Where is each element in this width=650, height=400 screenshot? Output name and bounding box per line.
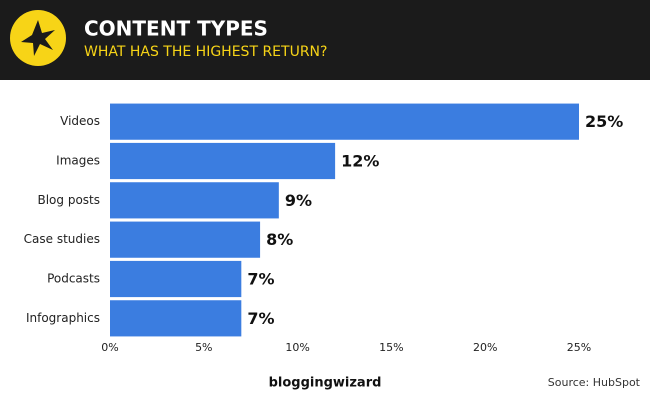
x-tick-label: 15%	[379, 341, 403, 354]
chart-title: CONTENT TYPES	[84, 17, 268, 41]
bar	[110, 142, 336, 180]
chart-subtitle: WHAT HAS THE HIGHEST RETURN?	[84, 44, 327, 60]
header-band	[0, 0, 650, 80]
x-tick-label: 5%	[195, 341, 212, 354]
value-label: 9%	[285, 191, 312, 210]
logo: bloggingwizard	[269, 376, 382, 391]
x-tick-label: 10%	[285, 341, 309, 354]
value-label: 25%	[585, 112, 623, 131]
y-tick-label: Case studies	[24, 232, 100, 246]
y-tick-label: Images	[56, 154, 100, 168]
value-label: 12%	[341, 152, 379, 171]
x-tick-label: 25%	[567, 341, 591, 354]
value-label: 8%	[266, 230, 293, 249]
bar	[110, 103, 579, 140]
bar	[110, 182, 279, 219]
y-tick-label: Podcasts	[47, 272, 100, 286]
bar	[110, 260, 242, 298]
source: Source: HubSpot	[548, 376, 641, 389]
x-tick-label: 0%	[101, 341, 118, 354]
bar	[110, 221, 261, 258]
x-tick-label: 20%	[473, 341, 497, 354]
value-label: 7%	[247, 309, 274, 328]
y-tick-label: Infographics	[26, 311, 100, 325]
y-tick-label: Videos	[60, 114, 100, 128]
bar	[110, 300, 242, 337]
value-label: 7%	[247, 270, 274, 289]
y-tick-label: Blog posts	[37, 193, 100, 207]
header-icon	[10, 10, 66, 66]
